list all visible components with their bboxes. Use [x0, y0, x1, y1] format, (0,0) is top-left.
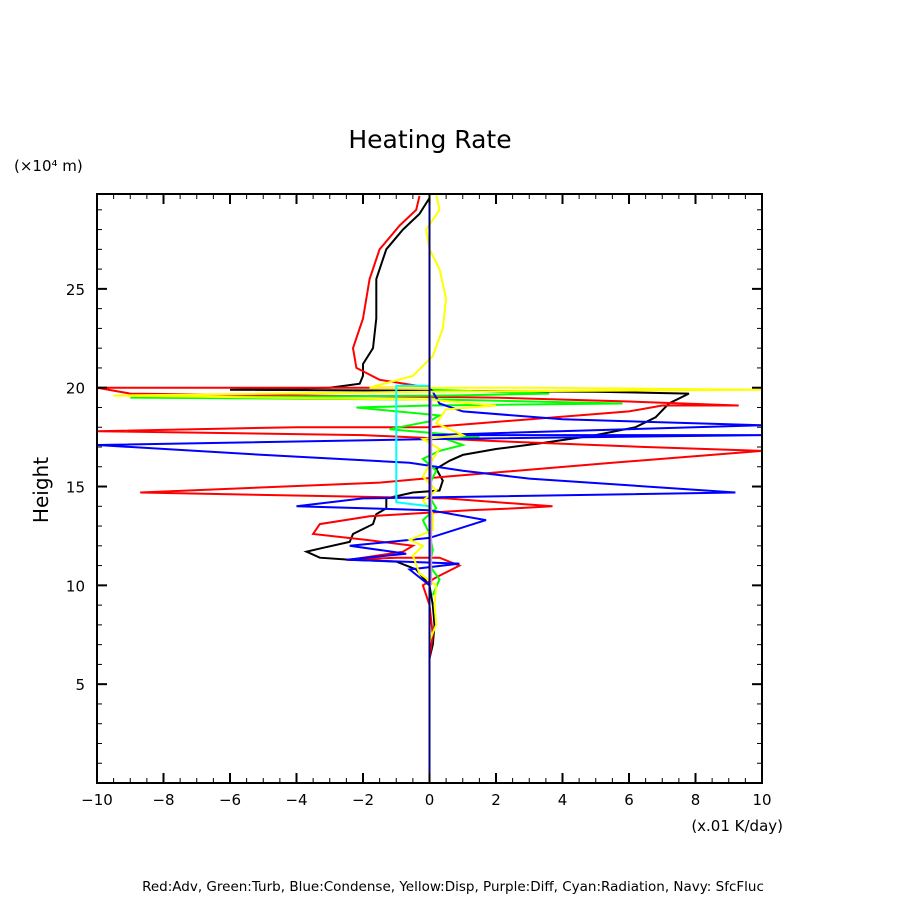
y-axis-label: Height — [29, 457, 53, 523]
x-tick-label: −4 — [285, 791, 307, 809]
x-tick-label: 10 — [752, 791, 771, 809]
y-tick-label: 15 — [66, 479, 85, 497]
series-line-total-black — [229, 197, 690, 659]
legend: Red:Adv, Green:Turb, Blue:Condense, Yell… — [142, 879, 764, 895]
x-tick-label: −8 — [152, 791, 174, 809]
chart-title: Heating Rate — [348, 125, 511, 154]
x-tick-label: 4 — [558, 791, 568, 809]
x-axis-label: (x.01 K/day) — [691, 817, 783, 835]
series-layer — [97, 194, 762, 783]
series-line-disp — [113, 194, 762, 642]
x-tick-label: 8 — [691, 791, 701, 809]
y-tick-label: 5 — [75, 676, 85, 694]
series-line-radiation — [395, 384, 430, 508]
x-tick-label: −6 — [219, 791, 241, 809]
x-tick-label: 6 — [624, 791, 634, 809]
series-line-condense — [97, 387, 762, 587]
x-tick-label: −2 — [352, 791, 374, 809]
y-unit-label: (×10⁴ m) — [14, 157, 83, 175]
y-tick-label: 10 — [66, 577, 85, 595]
x-tick-label: 0 — [425, 791, 435, 809]
y-tick-label: 25 — [66, 281, 85, 299]
x-tick-label: 2 — [491, 791, 501, 809]
series-line-turb — [130, 388, 623, 596]
axis-layer: −10 −8 −6 −4 −2 0 2 4 6 8 10 5 10 15 20 25 — [66, 193, 772, 809]
x-tick-label: −10 — [81, 791, 113, 809]
y-tick-label: 20 — [66, 380, 85, 398]
